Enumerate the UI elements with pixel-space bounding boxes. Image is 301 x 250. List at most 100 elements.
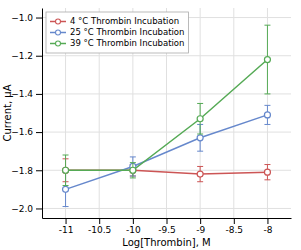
error-bar-cap <box>63 185 69 186</box>
grid-line <box>42 55 291 56</box>
error-bar-cap <box>63 155 69 156</box>
point <box>264 169 270 175</box>
point <box>63 186 69 192</box>
tick-label: −1.2 <box>11 51 33 61</box>
point <box>264 57 270 63</box>
tick-label: -8.5 <box>226 225 244 235</box>
tick-label: -10 <box>126 225 141 235</box>
tick-mark <box>234 218 235 224</box>
tick: -9 <box>196 218 205 235</box>
tick-mark <box>36 132 42 133</box>
legend-label: 39 °C Thrombin Incubation <box>70 38 184 48</box>
tick-mark <box>36 208 42 209</box>
error-bar-cap <box>264 164 270 165</box>
error-bar <box>264 105 270 124</box>
tick: -11 <box>59 218 74 235</box>
error-bar <box>63 155 69 186</box>
point <box>197 135 203 141</box>
tick-label: −1.8 <box>11 166 33 176</box>
error-bar <box>264 25 270 94</box>
tick: −1.2 <box>11 51 42 61</box>
error-bar-cap <box>130 177 136 178</box>
y-axis-title: Current, μA <box>2 84 13 141</box>
legend-box <box>46 12 188 53</box>
grid-line <box>200 8 201 218</box>
point <box>264 112 270 118</box>
point <box>63 167 69 173</box>
legend-label: 4 °C Thrombin Incubation <box>70 16 179 26</box>
grid-line <box>42 132 291 133</box>
tick-label: −1.0 <box>11 13 33 23</box>
tick-mark <box>66 218 67 224</box>
tick-mark <box>133 218 134 224</box>
tick: -9.5 <box>158 218 176 235</box>
tick: −1.0 <box>11 13 42 23</box>
legend-marker <box>56 41 61 46</box>
tick-label: −1.4 <box>11 89 33 99</box>
legend: 4 °C Thrombin Incubation25 °C Thrombin I… <box>46 12 188 53</box>
grid-line <box>233 8 234 218</box>
line <box>66 60 268 171</box>
error-bar-cap <box>197 103 203 104</box>
legend-item: 39 °C Thrombin Incubation <box>50 38 184 48</box>
tick-label: -10.5 <box>88 225 111 235</box>
error-bar <box>264 165 270 180</box>
tick: −1.4 <box>11 89 42 99</box>
tick-mark <box>36 170 42 171</box>
grid <box>42 8 291 218</box>
tick-mark <box>36 18 42 19</box>
error-bar <box>197 103 203 134</box>
point <box>130 167 136 173</box>
point <box>63 167 69 173</box>
axis-line <box>42 9 43 219</box>
grid-line <box>42 208 291 209</box>
point <box>130 167 136 173</box>
tick-mark <box>36 94 42 95</box>
error-bar-cap <box>130 156 136 157</box>
legend-marker <box>56 19 61 24</box>
error-bar <box>197 166 203 181</box>
point <box>197 116 203 122</box>
x-axis-title: Log[Thrombin], M <box>122 237 210 248</box>
tick: −2.0 <box>11 204 42 214</box>
grid-line <box>42 93 291 94</box>
error-bar-cap <box>264 93 270 94</box>
y-axis: −2.0 −1.8 −1.6 −1.4 −1.2 −1.0 <box>11 9 42 219</box>
line <box>66 115 268 189</box>
tick: −1.6 <box>11 127 42 137</box>
legend-marker <box>56 30 61 35</box>
tick-label: -8 <box>263 225 272 235</box>
tick-label: -9.5 <box>158 225 176 235</box>
tick: −1.8 <box>11 166 42 176</box>
error-bar-cap <box>264 105 270 106</box>
tick: -8 <box>263 218 272 235</box>
legend-label: 25 °C Thrombin Incubation <box>70 27 184 37</box>
legend-item: 25 °C Thrombin Incubation <box>50 27 184 37</box>
error-bar <box>130 163 136 178</box>
tick: -10.5 <box>88 218 111 235</box>
error-bar-cap <box>264 124 270 125</box>
error-bar-cap <box>197 151 203 152</box>
error-bar-cap <box>63 206 69 207</box>
tick-mark <box>167 218 168 224</box>
error-bar-cap <box>264 25 270 26</box>
tick-label: −1.6 <box>11 127 33 137</box>
error-bar-cap <box>197 181 203 182</box>
error-bar-cap <box>130 162 136 163</box>
error-bar-cap <box>197 166 203 167</box>
chart: -11-10.5-10-9.5-9-8.5-8−2.0−1.8−1.6−1.4−… <box>0 0 301 250</box>
x-axis: -11 -10.5 -10 -9.5 -9 -8.5 -8 <box>43 218 292 235</box>
tick: -8.5 <box>226 218 244 235</box>
tick-label: −2.0 <box>11 204 33 214</box>
error-bar-cap <box>264 179 270 180</box>
tick-label: -9 <box>196 225 205 235</box>
tick: -10 <box>126 218 141 235</box>
tick-mark <box>99 218 100 224</box>
tick-mark <box>36 56 42 57</box>
series <box>63 105 271 206</box>
point <box>197 171 203 177</box>
tick-mark <box>200 218 201 224</box>
tick-mark <box>267 218 268 224</box>
error-bar-cap <box>197 134 203 135</box>
tick-label: -11 <box>59 225 74 235</box>
